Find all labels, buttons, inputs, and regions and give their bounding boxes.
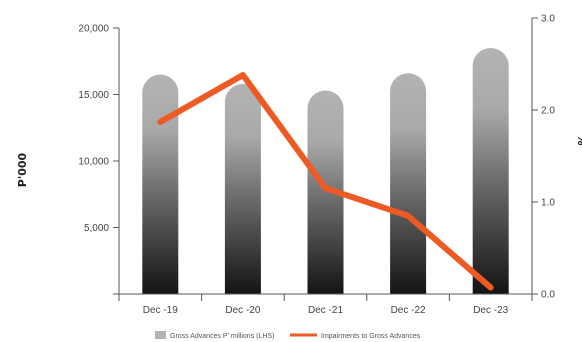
y-left-tick-label-1: 5,000: [84, 223, 109, 234]
legend-swatch-bars: [155, 331, 166, 339]
impairments-point-3: [325, 187, 326, 189]
x-tick-label-5: Dec -23: [473, 305, 508, 316]
x-tick-label-3: Dec -21: [308, 305, 343, 316]
ticks-layer: Dec -19 Dec -20 Dec -21 Dec -22 Dec -23 5,000…: [78, 14, 555, 317]
bar-3: [307, 90, 344, 294]
y-right-tick-label-1: 0.0: [541, 290, 555, 301]
bar-2: [224, 83, 261, 294]
bar-4: [390, 73, 427, 295]
y-left-axis-title: P'000: [16, 152, 29, 187]
bar-5: [472, 47, 509, 294]
line-layer: [157, 72, 494, 291]
legend-label-bars: Gross Advances P' millions (LHS): [170, 333, 274, 340]
impairments-point-5: [490, 287, 492, 289]
x-tick-label-2: Dec -20: [225, 305, 260, 316]
x-tick-label-1: Dec -19: [143, 305, 178, 316]
legend: Gross Advances P' millions (LHS) Impairm…: [155, 331, 421, 340]
bar-1: [142, 74, 179, 294]
y-left-tick-label-4: 20,000: [78, 24, 109, 35]
bars-layer: [142, 47, 509, 295]
y-left-tick-label-2: 10,000: [78, 157, 109, 168]
y-right-tick-label-2: 1.0: [541, 198, 555, 209]
x-tick-label-4: Dec -22: [391, 305, 426, 316]
impairments-point-4: [407, 215, 409, 217]
legend-label-line: Impairments to Gross Advances: [321, 333, 421, 340]
impairments-point-1: [159, 121, 161, 123]
y-right-tick-label-3: 2.0: [541, 106, 555, 117]
y-right-tick-label-4: 3.0: [541, 14, 555, 25]
y-left-tick-label-3: 15,000: [78, 90, 109, 101]
impairments-point-2: [242, 74, 244, 76]
y-right-axis-title: %: [575, 134, 582, 145]
